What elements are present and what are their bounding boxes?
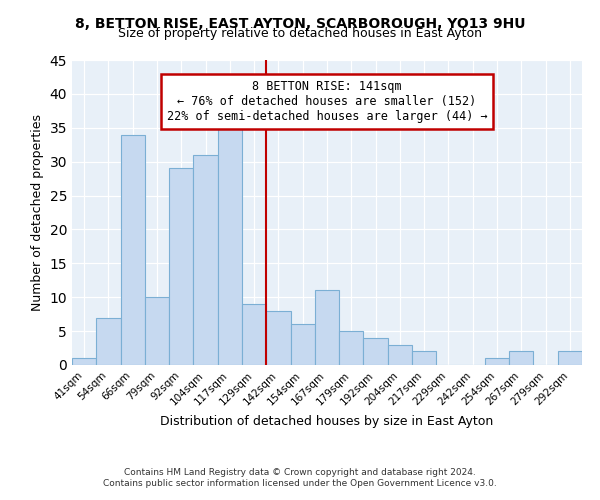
Bar bbox=[485, 358, 509, 365]
Bar bbox=[509, 352, 533, 365]
Bar bbox=[339, 331, 364, 365]
Bar bbox=[290, 324, 315, 365]
Bar bbox=[169, 168, 193, 365]
Bar bbox=[121, 134, 145, 365]
Bar bbox=[193, 155, 218, 365]
Text: 8, BETTON RISE, EAST AYTON, SCARBOROUGH, YO13 9HU: 8, BETTON RISE, EAST AYTON, SCARBOROUGH,… bbox=[75, 18, 525, 32]
Bar bbox=[412, 352, 436, 365]
Bar bbox=[315, 290, 339, 365]
Text: Contains HM Land Registry data © Crown copyright and database right 2024.
Contai: Contains HM Land Registry data © Crown c… bbox=[103, 468, 497, 487]
Bar bbox=[364, 338, 388, 365]
Bar bbox=[242, 304, 266, 365]
Y-axis label: Number of detached properties: Number of detached properties bbox=[31, 114, 44, 311]
Bar bbox=[72, 358, 96, 365]
Bar bbox=[388, 344, 412, 365]
Bar bbox=[145, 297, 169, 365]
Bar bbox=[558, 352, 582, 365]
Text: Size of property relative to detached houses in East Ayton: Size of property relative to detached ho… bbox=[118, 28, 482, 40]
Bar bbox=[218, 128, 242, 365]
X-axis label: Distribution of detached houses by size in East Ayton: Distribution of detached houses by size … bbox=[160, 415, 494, 428]
Text: 8 BETTON RISE: 141sqm
← 76% of detached houses are smaller (152)
22% of semi-det: 8 BETTON RISE: 141sqm ← 76% of detached … bbox=[167, 80, 487, 123]
Bar bbox=[96, 318, 121, 365]
Bar bbox=[266, 311, 290, 365]
